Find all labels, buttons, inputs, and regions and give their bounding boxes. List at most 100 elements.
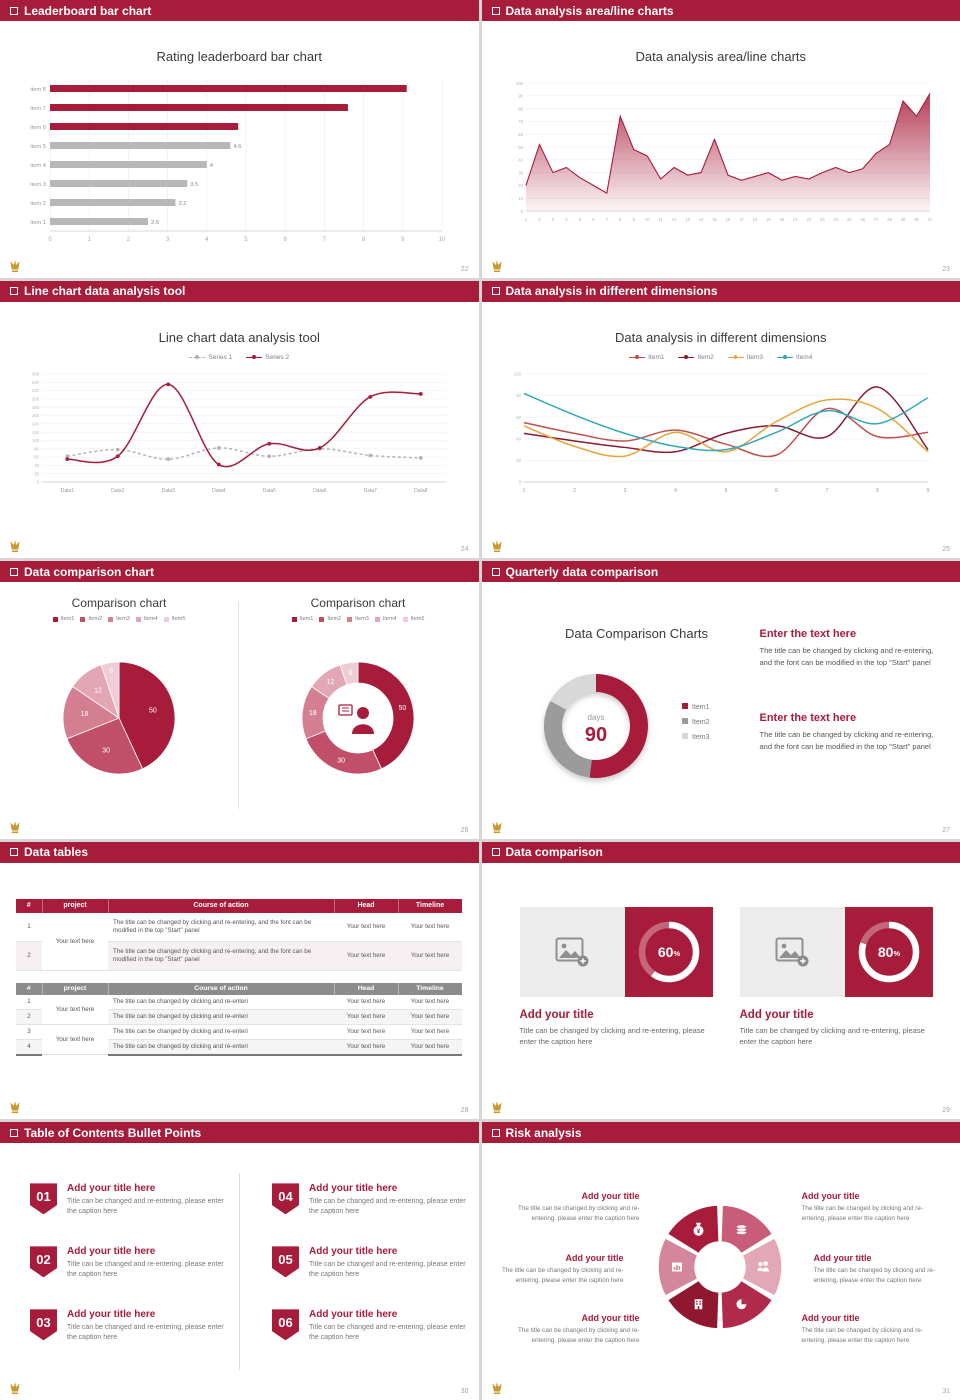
svg-text:100: 100: [513, 371, 521, 376]
svg-text:12: 12: [671, 217, 676, 222]
legend-item: Item4: [135, 616, 158, 622]
risk-text-block: Add your title The title can be changed b…: [482, 1253, 624, 1284]
text-block: Enter the text here The title can be cha…: [760, 712, 936, 752]
svg-text:10: 10: [518, 196, 523, 201]
svg-text:100: 100: [515, 81, 523, 86]
slide-data-comparison-cards[interactable]: Data comparison 60% Add: [481, 841, 960, 1120]
risk-item-caption: The title can be changed by clicking and…: [518, 1327, 640, 1344]
svg-text:6: 6: [349, 670, 353, 677]
risk-text-block: Add your title The title can be changed b…: [802, 1191, 944, 1222]
donut-chart-panel: Comparison chart Item1 Item2 Item3 Item4 Ite…: [239, 582, 477, 839]
slide-quarterly-comparison[interactable]: Quarterly data comparison Data Compariso…: [481, 561, 960, 839]
legend-item: Item1: [52, 616, 74, 622]
svg-text:Data2: Data2: [111, 488, 125, 494]
svg-text:2: 2: [573, 488, 576, 494]
brand-logo: [10, 1382, 20, 1395]
svg-text:3: 3: [623, 488, 626, 494]
slide-risk-analysis[interactable]: Risk analysis ¥ Add your title The title …: [481, 1122, 960, 1400]
svg-text:180: 180: [32, 404, 40, 409]
legend-item: Item3: [108, 616, 130, 622]
table-header-cell: project: [42, 898, 109, 913]
table-header-cell: Timeline: [398, 982, 463, 995]
chart-title: Comparison chart: [71, 596, 167, 611]
slide-table-of-contents[interactable]: Table of Contents Bullet Points 01 Add yo…: [0, 1122, 479, 1400]
svg-text:4: 4: [210, 163, 214, 169]
slide-area-chart[interactable]: Data analysis area/line charts Data anal…: [481, 0, 960, 278]
svg-text:10: 10: [644, 217, 649, 222]
page-number: 23: [942, 265, 950, 273]
svg-text:6: 6: [775, 488, 778, 494]
toc-item-caption: Title can be changed and re-entering, pl…: [309, 1261, 466, 1279]
svg-text:item 1: item 1: [30, 220, 46, 226]
slide-title-bar: Quarterly data comparison: [481, 561, 960, 583]
toc-item-caption: Title can be changed and re-entering, pl…: [309, 1198, 466, 1216]
svg-text:21: 21: [792, 217, 797, 222]
toc-item: 03 Add your title here Title can be change…: [30, 1309, 235, 1343]
days-donut-chart: days 90 Item1 Item2 Item3: [543, 674, 709, 779]
svg-text:220: 220: [32, 388, 40, 393]
risk-item-caption: The title can be changed by clicking and…: [502, 1267, 624, 1284]
svg-text:7: 7: [323, 237, 327, 243]
legend-item: Item1: [291, 616, 313, 622]
svg-text:Data7: Data7: [364, 488, 378, 494]
slide-line-chart-tool[interactable]: Line chart data analysis tool Line chart…: [0, 280, 479, 559]
svg-text:item 4: item 4: [30, 163, 47, 169]
slide-comparison-pies[interactable]: Data comparison chart Comparison chart I…: [0, 561, 479, 839]
svg-text:27: 27: [873, 217, 878, 222]
toc-number-badge: 01: [30, 1183, 57, 1215]
slide-data-tables[interactable]: Data tables # project Course of action Head…: [0, 841, 479, 1120]
svg-text:item 7: item 7: [30, 106, 46, 112]
svg-text:18: 18: [81, 711, 89, 718]
toc-item-title: Add your title here: [309, 1246, 398, 1258]
svg-text:1: 1: [524, 217, 527, 222]
svg-text:60%: 60%: [657, 944, 680, 960]
svg-text:120: 120: [32, 429, 40, 434]
bullet-square-icon: [491, 6, 500, 15]
progress-ring: 80%: [844, 906, 933, 997]
chart-title: Comparison chart: [310, 596, 406, 611]
line-chart: 0 20 40 60 80 100 120 140 160 180 200 220 240 260 Data…: [32, 371, 446, 494]
svg-text:70: 70: [518, 119, 523, 124]
svg-text:50: 50: [149, 708, 157, 715]
risk-item-caption: The title can be changed by clicking and…: [801, 1327, 923, 1344]
svg-text:80: 80: [34, 446, 39, 451]
legend-item: Item2: [319, 616, 341, 622]
svg-text:30: 30: [102, 747, 110, 754]
risk-item-title: Add your title: [801, 1191, 860, 1202]
table-row: 2 The title can be changed by clicking an…: [16, 1009, 462, 1026]
svg-text:31: 31: [927, 217, 932, 222]
slide-title-bar: Data comparison chart: [0, 561, 479, 583]
svg-text:240: 240: [32, 380, 40, 385]
slide-title-bar: Data analysis in different dimensions: [481, 280, 960, 302]
slide-title: Leaderboard bar chart: [24, 3, 152, 18]
table-header-cell: Timeline: [398, 898, 463, 913]
slide-title-bar: Leaderboard bar chart: [0, 0, 479, 21]
legend-item: Item4: [777, 354, 812, 361]
image-placeholder-icon: [555, 937, 589, 967]
svg-text:Data1: Data1: [61, 488, 75, 494]
table-header-cell: #: [16, 982, 43, 995]
svg-text:18: 18: [309, 710, 317, 717]
svg-text:8: 8: [362, 237, 366, 243]
legend-item: Item3: [727, 354, 763, 361]
slide-multi-dimension-lines[interactable]: Data analysis in different dimensions Da…: [481, 280, 960, 559]
svg-text:200: 200: [32, 396, 40, 401]
svg-text:10: 10: [439, 237, 446, 243]
toc-item-title: Add your title here: [309, 1309, 398, 1321]
brand-logo: [491, 820, 502, 833]
chart-title: Data Comparison Charts: [564, 626, 709, 642]
image-placeholder-icon: [775, 937, 809, 967]
legend-item: Item1: [629, 354, 664, 361]
svg-text:Data6: Data6: [313, 488, 327, 494]
svg-text:18: 18: [752, 217, 757, 222]
svg-text:4: 4: [674, 488, 677, 494]
svg-text:17: 17: [739, 217, 744, 222]
risk-item-caption: The title can be changed by clicking and…: [518, 1205, 640, 1222]
svg-text:20: 20: [516, 458, 521, 463]
svg-text:6: 6: [592, 217, 595, 222]
table-container: # project Course of action Head Timeline 1 You…: [16, 898, 463, 972]
svg-text:0: 0: [37, 479, 40, 484]
svg-text:60: 60: [34, 454, 39, 459]
slide-title: Line chart data analysis tool: [24, 284, 186, 299]
slide-leaderboard-bar-chart[interactable]: Leaderboard bar chart Rating leaderboard…: [0, 0, 479, 278]
